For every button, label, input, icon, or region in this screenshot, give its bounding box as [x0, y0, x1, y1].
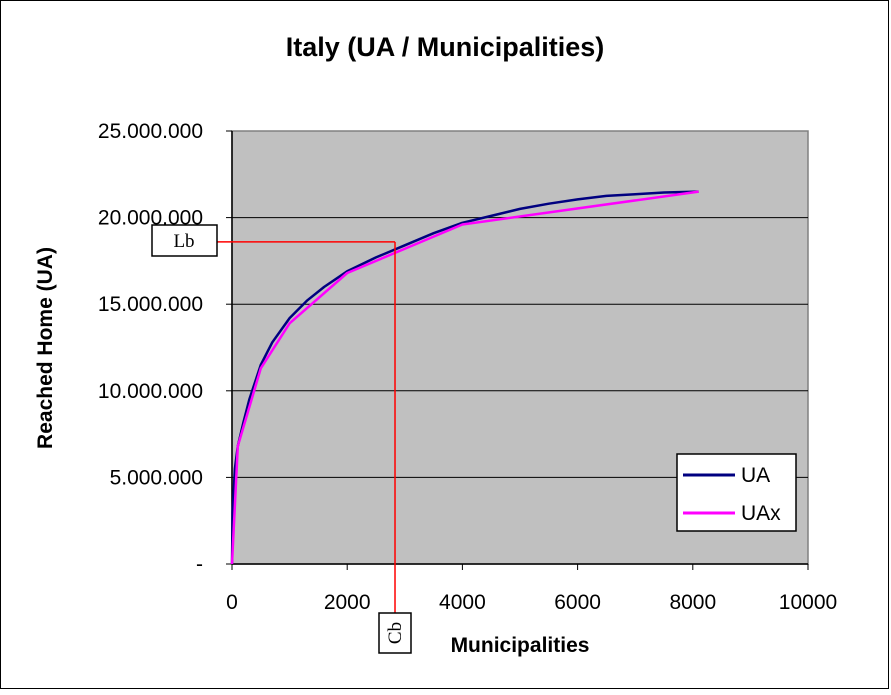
- x-tick-label: 6000: [554, 591, 601, 614]
- lb-label-box: [151, 224, 218, 257]
- x-tick-label: 10000: [779, 591, 837, 614]
- y-tick-label: 15.000.000: [98, 293, 203, 316]
- x-tick-label: 2000: [324, 591, 371, 614]
- y-tick-label: -: [196, 553, 203, 576]
- plot-area: - 5.000.000 10.000.000 15.000.000 20.000.000…: [98, 120, 837, 654]
- x-tick-label: 8000: [669, 591, 716, 614]
- y-axis-label: Reached Home (UA): [34, 247, 57, 449]
- y-tick-label: 10.000.000: [98, 380, 203, 403]
- legend-label-ua: UA: [741, 464, 770, 487]
- y-tick-label: 25.000.000: [98, 120, 203, 143]
- series-line-uax: [230, 190, 699, 565]
- legend-box: [676, 453, 797, 532]
- y-tick-label: 20.000.000: [98, 207, 203, 230]
- x-tick-label: 0: [226, 591, 238, 614]
- legend-label-uax: UAx: [741, 502, 781, 525]
- x-axis-label: Municipalities: [451, 634, 590, 657]
- y-tick-label: 5.000.000: [110, 466, 203, 489]
- chart-title: Italy (UA / Municipalities): [286, 32, 605, 62]
- cb-label-box: [378, 612, 412, 654]
- lb-label: Lb: [173, 231, 194, 252]
- x-tick-label: 4000: [439, 591, 486, 614]
- cb-label: Cb: [385, 622, 406, 644]
